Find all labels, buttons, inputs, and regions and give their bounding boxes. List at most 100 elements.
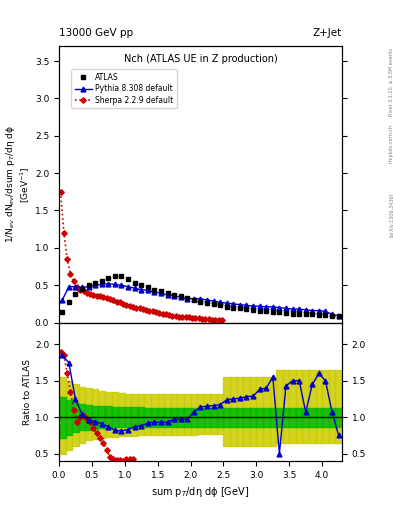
Sherpa 2.2.9 default	[88, 291, 93, 297]
Line: Pythia 8.308 default: Pythia 8.308 default	[60, 281, 341, 318]
Pythia 8.308 default	[244, 302, 249, 308]
Sherpa 2.2.9 default	[81, 288, 86, 294]
Pythia 8.308 default	[119, 282, 124, 288]
Pythia 8.308 default	[257, 303, 262, 309]
Pythia 8.308 default	[270, 304, 275, 310]
Pythia 8.308 default	[60, 297, 64, 303]
Sherpa 2.2.9 default	[196, 315, 201, 321]
Sherpa 2.2.9 default	[160, 310, 165, 316]
Pythia 8.308 default	[330, 311, 334, 317]
Sherpa 2.2.9 default	[98, 293, 103, 300]
Pythia 8.308 default	[336, 313, 341, 319]
Pythia 8.308 default	[99, 282, 104, 288]
X-axis label: sum p$_T$/dη dϕ [GeV]: sum p$_T$/dη dϕ [GeV]	[151, 485, 250, 499]
Sherpa 2.2.9 default	[213, 316, 218, 323]
Pythia 8.308 default	[290, 306, 295, 312]
Sherpa 2.2.9 default	[75, 284, 79, 290]
Sherpa 2.2.9 default	[219, 316, 224, 323]
Sherpa 2.2.9 default	[137, 305, 142, 311]
Sherpa 2.2.9 default	[144, 307, 149, 313]
Text: mcplots.cern.ch: mcplots.cern.ch	[389, 124, 393, 163]
Pythia 8.308 default	[198, 295, 203, 302]
Pythia 8.308 default	[139, 287, 143, 293]
Pythia 8.308 default	[73, 284, 78, 290]
Pythia 8.308 default	[224, 300, 229, 306]
Sherpa 2.2.9 default	[216, 316, 221, 323]
Pythia 8.308 default	[93, 282, 97, 288]
Pythia 8.308 default	[277, 305, 282, 311]
Sherpa 2.2.9 default	[167, 312, 171, 318]
Legend: ATLAS, Pythia 8.308 default, Sherpa 2.2.9 default: ATLAS, Pythia 8.308 default, Sherpa 2.2.…	[71, 69, 177, 109]
Pythia 8.308 default	[218, 300, 222, 306]
Pythia 8.308 default	[323, 308, 328, 314]
Sherpa 2.2.9 default	[94, 292, 99, 298]
Text: [arXiv:1306.3436]: [arXiv:1306.3436]	[389, 193, 393, 237]
Pythia 8.308 default	[211, 298, 216, 304]
Line: Sherpa 2.2.9 default: Sherpa 2.2.9 default	[59, 190, 224, 322]
Sherpa 2.2.9 default	[206, 316, 211, 322]
Pythia 8.308 default	[264, 304, 268, 310]
Sherpa 2.2.9 default	[180, 313, 185, 319]
Sherpa 2.2.9 default	[68, 271, 73, 277]
Pythia 8.308 default	[86, 284, 91, 290]
Pythia 8.308 default	[145, 287, 150, 293]
Sherpa 2.2.9 default	[209, 316, 214, 323]
Pythia 8.308 default	[80, 284, 84, 290]
Sherpa 2.2.9 default	[140, 306, 145, 312]
Pythia 8.308 default	[316, 308, 321, 314]
Y-axis label: 1/N$_{ev}$ dN$_{ev}$/dsum p$_{T}$/dη dϕ
[GeV$^{-1}$]: 1/N$_{ev}$ dN$_{ev}$/dsum p$_{T}$/dη dϕ …	[4, 125, 32, 243]
Sherpa 2.2.9 default	[121, 301, 125, 307]
Sherpa 2.2.9 default	[104, 295, 109, 301]
Pythia 8.308 default	[297, 306, 301, 312]
Sherpa 2.2.9 default	[127, 303, 132, 309]
Pythia 8.308 default	[284, 305, 288, 311]
Sherpa 2.2.9 default	[170, 313, 175, 319]
Sherpa 2.2.9 default	[91, 292, 96, 298]
Pythia 8.308 default	[231, 301, 236, 307]
Pythia 8.308 default	[251, 303, 255, 309]
Sherpa 2.2.9 default	[151, 308, 155, 314]
Sherpa 2.2.9 default	[114, 298, 119, 305]
Sherpa 2.2.9 default	[108, 296, 112, 303]
Pythia 8.308 default	[66, 284, 71, 290]
Sherpa 2.2.9 default	[187, 314, 191, 321]
Sherpa 2.2.9 default	[101, 294, 106, 300]
Pythia 8.308 default	[172, 292, 176, 298]
Text: Z+Jet: Z+Jet	[313, 28, 342, 38]
Sherpa 2.2.9 default	[177, 313, 182, 319]
Pythia 8.308 default	[126, 284, 130, 290]
Sherpa 2.2.9 default	[111, 297, 116, 303]
Sherpa 2.2.9 default	[65, 256, 70, 262]
Pythia 8.308 default	[106, 281, 111, 287]
Sherpa 2.2.9 default	[78, 287, 83, 293]
Sherpa 2.2.9 default	[163, 311, 168, 317]
Pythia 8.308 default	[191, 295, 196, 302]
Text: Rivet 3.1.10, ≥ 3.5M events: Rivet 3.1.10, ≥ 3.5M events	[389, 48, 393, 116]
Sherpa 2.2.9 default	[62, 230, 66, 236]
Sherpa 2.2.9 default	[134, 305, 139, 311]
Pythia 8.308 default	[165, 292, 170, 298]
Sherpa 2.2.9 default	[130, 304, 135, 310]
Sherpa 2.2.9 default	[118, 300, 122, 306]
Sherpa 2.2.9 default	[154, 309, 158, 315]
Pythia 8.308 default	[237, 302, 242, 308]
Sherpa 2.2.9 default	[157, 310, 162, 316]
Sherpa 2.2.9 default	[72, 279, 76, 285]
Sherpa 2.2.9 default	[147, 308, 152, 314]
Pythia 8.308 default	[132, 285, 137, 291]
Sherpa 2.2.9 default	[183, 314, 188, 321]
Sherpa 2.2.9 default	[124, 302, 129, 308]
Sherpa 2.2.9 default	[203, 316, 208, 322]
Y-axis label: Ratio to ATLAS: Ratio to ATLAS	[23, 359, 32, 424]
Pythia 8.308 default	[303, 307, 308, 313]
Text: 13000 GeV pp: 13000 GeV pp	[59, 28, 133, 38]
Sherpa 2.2.9 default	[200, 316, 204, 322]
Sherpa 2.2.9 default	[190, 315, 195, 321]
Sherpa 2.2.9 default	[58, 189, 63, 195]
Pythia 8.308 default	[310, 308, 315, 314]
Pythia 8.308 default	[205, 297, 209, 303]
Pythia 8.308 default	[178, 294, 183, 300]
Text: Nch (ATLAS UE in Z production): Nch (ATLAS UE in Z production)	[123, 54, 277, 65]
Pythia 8.308 default	[112, 282, 117, 288]
Sherpa 2.2.9 default	[193, 315, 198, 321]
